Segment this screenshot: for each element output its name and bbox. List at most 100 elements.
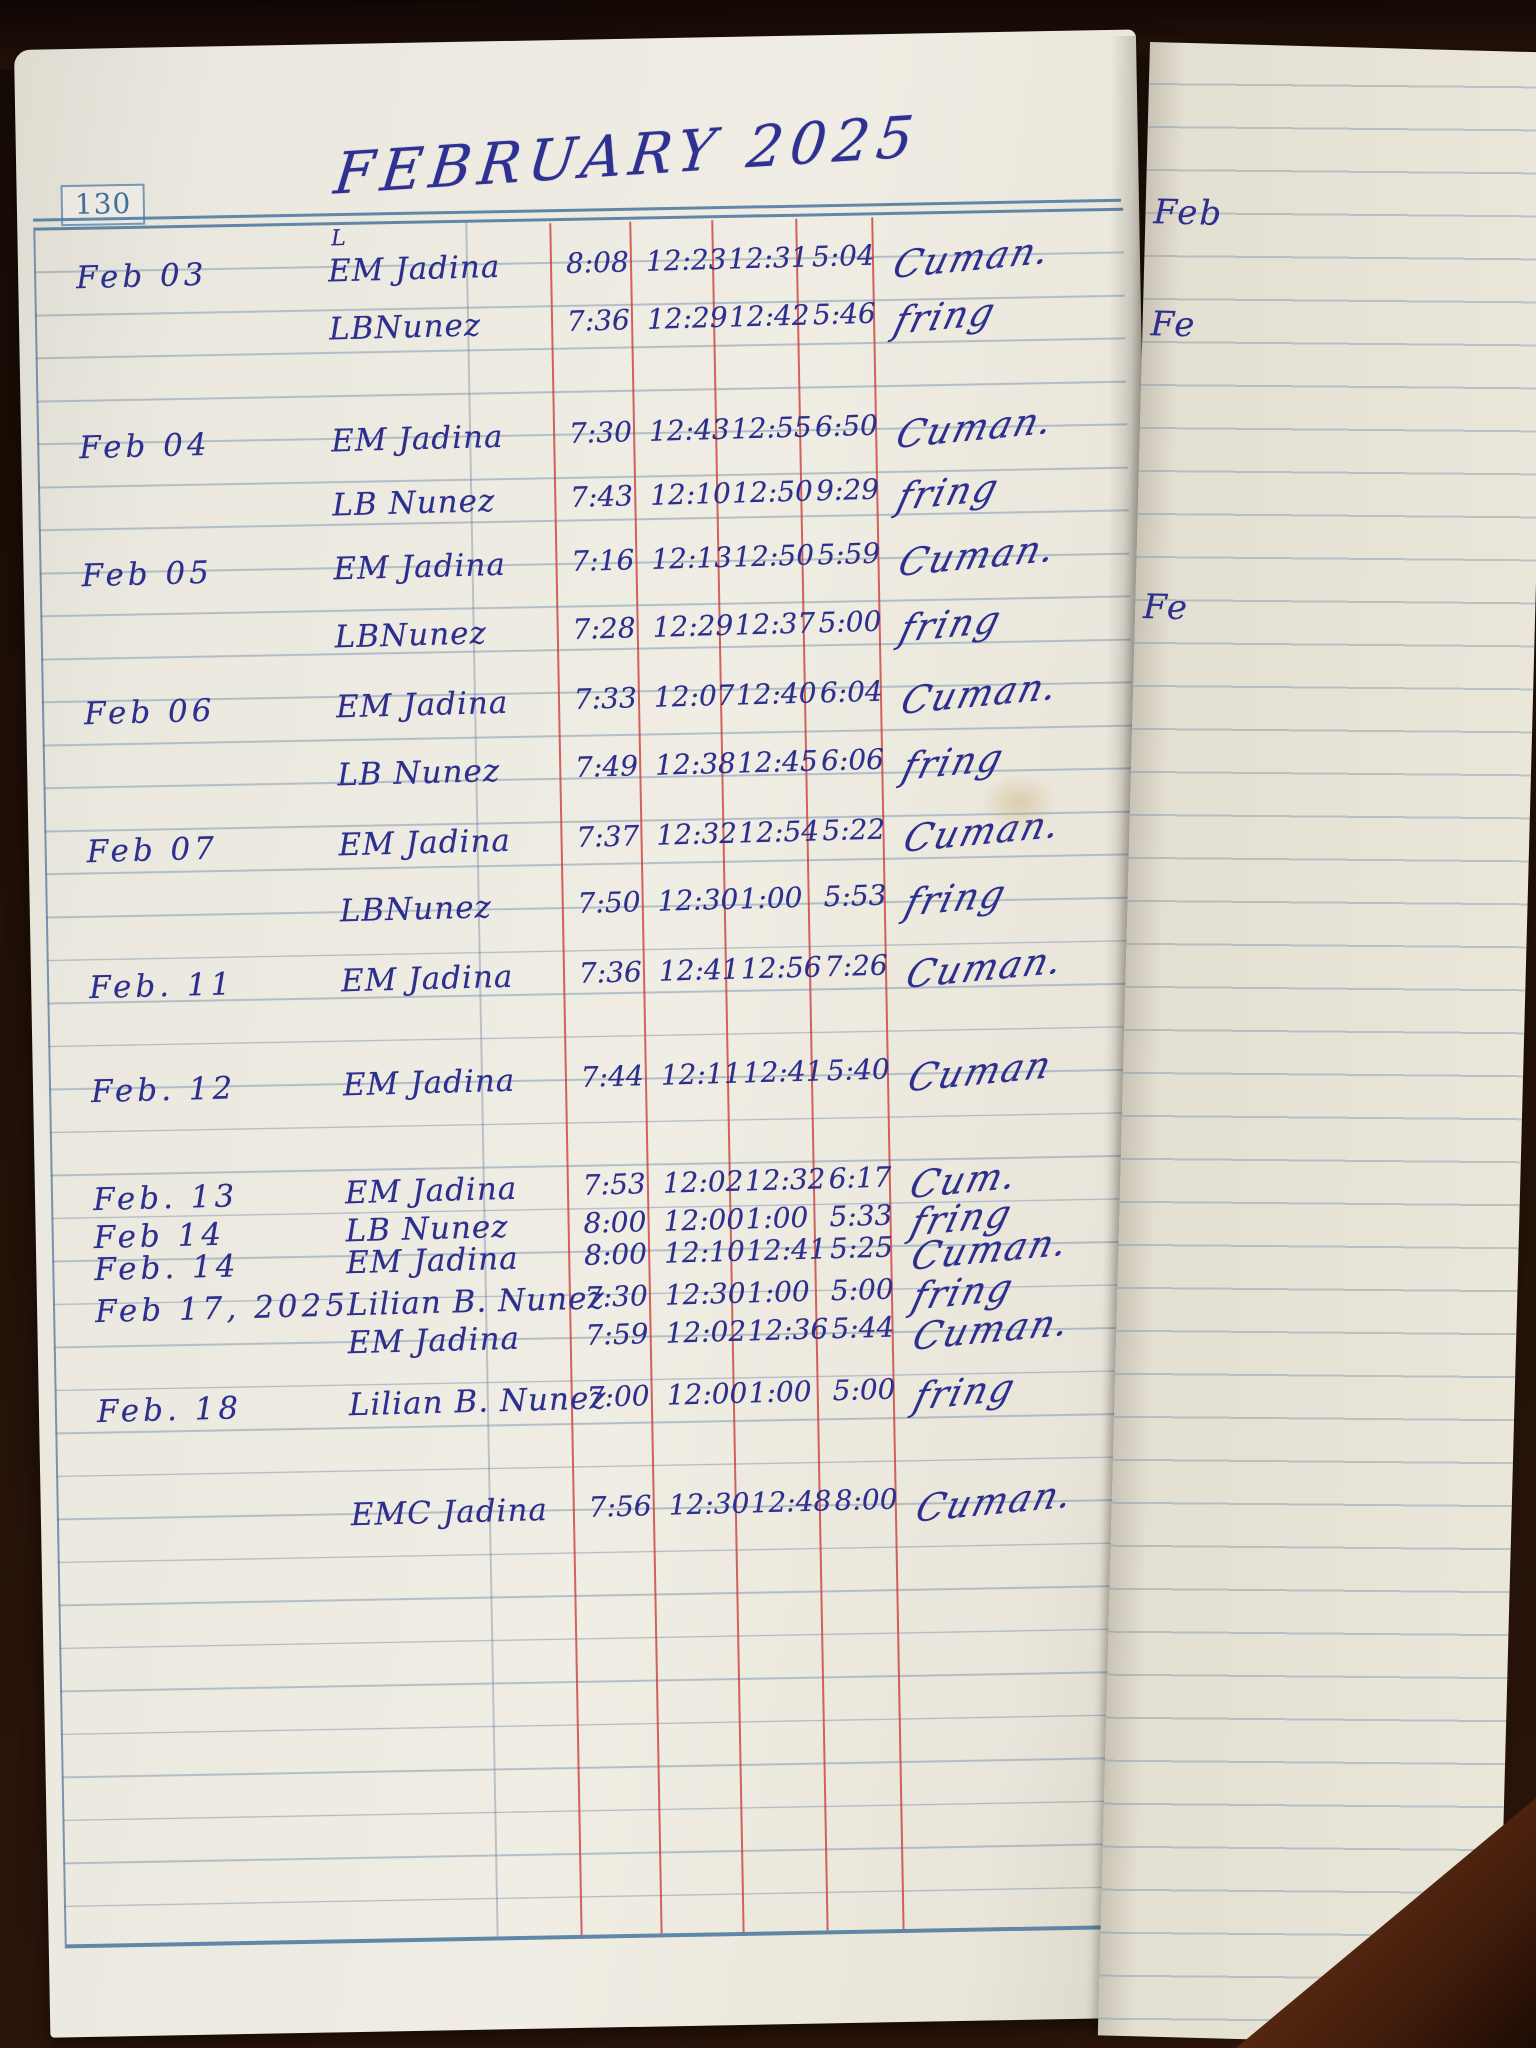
- time-out-evening: 5:00: [818, 604, 882, 640]
- time-out-evening: 6:06: [820, 742, 885, 778]
- time-out-noon: 12:30: [664, 1276, 746, 1312]
- time-out-evening: 5:40: [826, 1052, 891, 1088]
- time-out-noon: 12:30: [668, 1486, 750, 1522]
- entries: Feb 03 L EM Jadina 8:08 12:23 12:31 5:04…: [35, 211, 1123, 1533]
- time-out-noon: 12:02: [665, 1314, 747, 1350]
- time-in-morning: 7:30: [568, 415, 633, 451]
- signature: Cuman.: [911, 1471, 1079, 1532]
- signature: fring: [892, 465, 1005, 520]
- time-out-noon: 12:43: [648, 412, 731, 448]
- time-out-noon: 12:29: [646, 300, 729, 336]
- time-in-afternoon: 12:48: [750, 1484, 832, 1520]
- time-in-afternoon: 12:41: [745, 1232, 828, 1268]
- time-in-morning: 7:50: [577, 885, 641, 920]
- time-out-noon: 12:23: [645, 242, 728, 278]
- header-double-line: [33, 198, 1121, 222]
- time-in-morning: 7:30: [584, 1279, 649, 1314]
- signature: fring: [895, 597, 1007, 652]
- ledger-table: Feb 03 L EM Jadina 8:08 12:23 12:31 5:04…: [33, 198, 1155, 1949]
- time-out-noon: 12:32: [655, 816, 738, 852]
- time-out-evening: 5:04: [811, 238, 876, 274]
- time-in-afternoon: 12:31: [727, 240, 810, 276]
- time-out-evening: 5:53: [823, 878, 887, 914]
- time-out-noon: 12:41: [658, 952, 741, 988]
- time-in-morning: 7:53: [582, 1167, 647, 1202]
- time-in-morning: 7:44: [580, 1059, 645, 1094]
- entry-name: LB Nunez: [331, 483, 496, 524]
- time-in-afternoon: 12:40: [735, 676, 817, 712]
- ledger-row: Feb 05 EM Jadina 7:16 12:13 12:50 5:59 C…: [41, 526, 1130, 607]
- entry-date: Feb. 13: [92, 1178, 239, 1219]
- time-in-afternoon: 1:00: [746, 1274, 811, 1310]
- time-out-evening: 5:33: [828, 1198, 893, 1234]
- entry-date: Feb 07: [86, 830, 219, 871]
- entry-date: Feb 17, 2025: [94, 1287, 350, 1331]
- time-in-afternoon: 1:00: [745, 1200, 809, 1236]
- entry-note: L: [330, 225, 347, 252]
- time-in-afternoon: 1:00: [739, 880, 803, 916]
- entry-date: Feb. 18: [96, 1390, 243, 1431]
- ledger-row: Feb 07 EM Jadina 7:37 12:32 12:54 5:22 C…: [46, 802, 1135, 883]
- time-out-evening: 5:22: [821, 812, 886, 848]
- facing-page-text: Feb: [1153, 192, 1224, 234]
- time-in-morning: 7:36: [566, 303, 631, 339]
- time-out-noon: 12:02: [662, 1164, 744, 1200]
- time-out-noon: 12:29: [652, 608, 734, 644]
- time-out-evening: 5:59: [816, 536, 881, 572]
- time-out-noon: 12:13: [650, 540, 733, 576]
- time-out-noon: 12:00: [663, 1202, 745, 1238]
- facing-page-text: Fe: [1150, 304, 1197, 346]
- signature: Cuman.: [908, 1299, 1076, 1360]
- entry-date: Feb 05: [81, 554, 214, 595]
- time-in-afternoon: 12:50: [731, 474, 814, 510]
- time-out-evening: 5:00: [830, 1272, 895, 1308]
- entry-name: EMC Jadina: [350, 1491, 549, 1534]
- time-in-morning: 7:49: [574, 749, 639, 784]
- time-out-noon: 12:07: [653, 678, 736, 714]
- time-out-evening: 6:04: [819, 674, 884, 710]
- time-in-afternoon: 1:00: [748, 1374, 812, 1410]
- time-in-afternoon: 12:54: [737, 814, 820, 850]
- entry-date: Feb. 11: [88, 966, 235, 1007]
- time-out-evening: 7:26: [824, 948, 889, 984]
- time-out-evening: 5:00: [832, 1372, 896, 1408]
- entry-date: Feb 06: [83, 692, 216, 733]
- entry-name: EM Jadina: [338, 822, 512, 864]
- entry-date: Feb. 12: [90, 1070, 237, 1111]
- time-in-morning: 7:56: [588, 1489, 653, 1524]
- entry-name: Lilian B. Nunez: [346, 1280, 606, 1324]
- time-out-evening: 5:44: [831, 1310, 895, 1346]
- time-out-noon: 12:10: [649, 476, 732, 512]
- entry-name: EM Jadina: [333, 546, 507, 588]
- time-in-afternoon: 12:42: [728, 298, 811, 334]
- entry-name: EM Jadina: [347, 1320, 521, 1362]
- time-out-noon: 12:38: [654, 746, 737, 782]
- time-in-morning: 7:59: [585, 1317, 649, 1352]
- time-in-afternoon: 12:50: [732, 538, 815, 574]
- ledger-row: LBNunez 7:28 12:29 12:37 5:00 fring: [42, 597, 1131, 675]
- entry-name: EM Jadina: [344, 1170, 518, 1212]
- time-in-afternoon: 12:32: [744, 1162, 826, 1198]
- time-out-evening: 6:50: [814, 408, 879, 444]
- time-in-afternoon: 12:37: [734, 606, 816, 642]
- ledger-page: 130 FEBRUARY 2025 Feb 03 L EM Jadina 8:0…: [14, 29, 1173, 2038]
- ledger-row: Feb. 11 EM Jadina 7:36 12:41 12:56 7:26 …: [49, 938, 1138, 1019]
- entry-name: Lilian B. Nunez: [348, 1380, 608, 1424]
- time-in-morning: 7:33: [573, 681, 638, 716]
- ledger-row: Feb 06 EM Jadina 7:33 12:07 12:40 6:04 C…: [44, 664, 1133, 745]
- entry-name: LBNunez: [334, 615, 488, 656]
- signature: fring: [889, 289, 1002, 344]
- time-in-morning: 7:00: [586, 1379, 651, 1414]
- time-in-morning: 8:00: [583, 1205, 647, 1240]
- entry-name: EM Jadina: [342, 1062, 516, 1104]
- ledger-row: LB Nunez 7:43 12:10 12:50 9:29 fring: [40, 465, 1129, 543]
- entry-name: EM Jadina: [345, 1240, 520, 1282]
- time-in-morning: 7:28: [572, 611, 636, 646]
- signature: Cuman.: [894, 525, 1062, 586]
- facing-page-edge: Feb Fe Fe: [1097, 42, 1536, 2046]
- signature: Cuman.: [888, 227, 1057, 288]
- ledger-row: LBNunez 7:50 12:30 1:00 5:53 fring: [47, 871, 1136, 949]
- entry-date: Feb 03: [75, 256, 208, 297]
- signature: Cuman: [903, 1042, 1058, 1101]
- ledger-row: Feb 04 EM Jadina 7:30 12:43 12:55 6:50 C…: [39, 398, 1128, 479]
